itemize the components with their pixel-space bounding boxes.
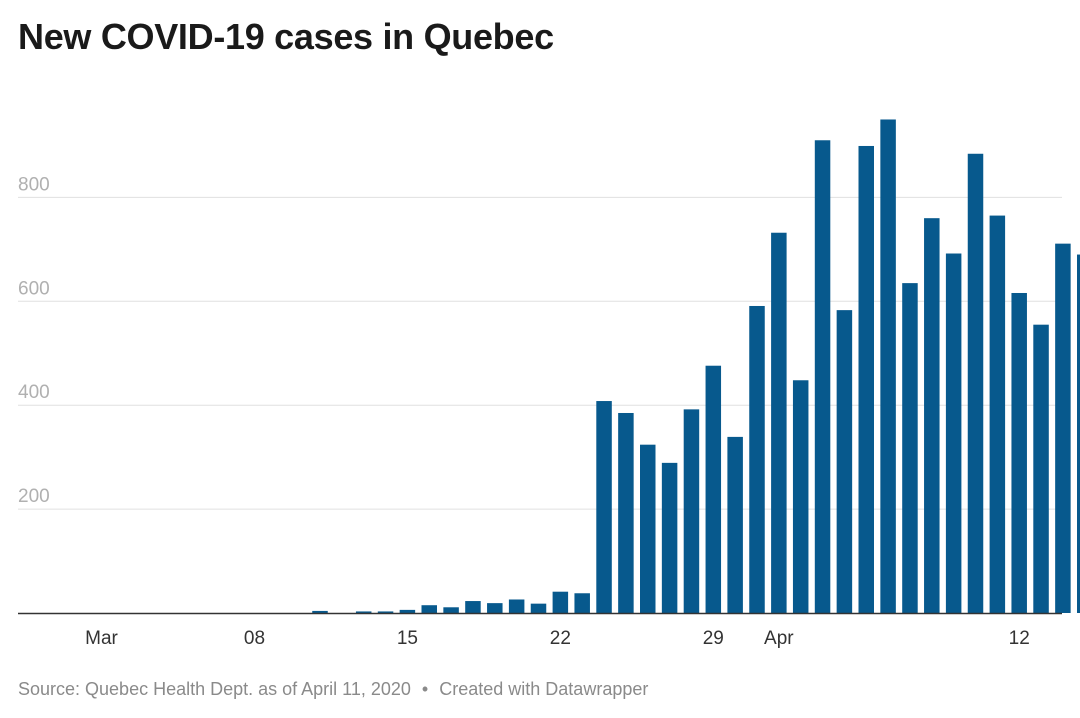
- bar-mar-23[interactable]: [574, 593, 590, 613]
- y-tick-label-200: 200: [18, 486, 50, 507]
- x-tick-label-15: 15: [397, 628, 418, 649]
- bar-apr-14[interactable]: [1055, 243, 1071, 613]
- bar-mar-14[interactable]: [377, 611, 394, 613]
- source-footer: Source: Quebec Health Dept. as of April …: [18, 679, 648, 700]
- bar-apr-7[interactable]: [902, 283, 918, 613]
- bar-mar-21[interactable]: [530, 603, 547, 613]
- bar-apr-2[interactable]: [792, 380, 809, 613]
- bar-mar-30[interactable]: [727, 436, 743, 613]
- bar-mar-20[interactable]: [508, 599, 525, 613]
- bar-apr-8[interactable]: [924, 218, 940, 613]
- bar-mar-17[interactable]: [443, 607, 459, 613]
- y-tick-label-400: 400: [18, 382, 50, 403]
- bar-apr-5[interactable]: [858, 145, 875, 613]
- x-tick-label-apr: Apr: [764, 628, 794, 649]
- bar-mar-28[interactable]: [683, 409, 700, 613]
- bar-apr-6[interactable]: [880, 119, 896, 613]
- bar-mar-31[interactable]: [749, 305, 765, 613]
- bar-mar-24[interactable]: [596, 401, 612, 613]
- bar-mar-15[interactable]: [399, 609, 416, 613]
- x-tick-label-12: 12: [1009, 628, 1030, 649]
- bar-mar-13[interactable]: [355, 611, 372, 613]
- bar-mar-29[interactable]: [705, 365, 722, 613]
- x-tick-label-22: 22: [550, 628, 571, 649]
- bars: [312, 119, 1080, 614]
- bar-mar-22[interactable]: [552, 591, 569, 613]
- bar-mar-16[interactable]: [421, 605, 438, 613]
- bar-mar-25[interactable]: [618, 412, 634, 613]
- x-tick-label-29: 29: [703, 628, 724, 649]
- bar-mar-11[interactable]: [312, 610, 328, 613]
- bar-apr-3[interactable]: [814, 140, 831, 613]
- bar-mar-18[interactable]: [465, 601, 481, 613]
- chart-title: New COVID-19 cases in Quebec: [18, 16, 554, 57]
- bar-apr-11[interactable]: [989, 215, 1006, 613]
- bar-apr-1[interactable]: [771, 232, 787, 614]
- y-axis-ticks: 200 400 600 800: [18, 174, 50, 507]
- bar-apr-9[interactable]: [945, 253, 962, 613]
- source-text: Source: Quebec Health Dept. as of April …: [18, 679, 411, 699]
- credit-link[interactable]: Created with Datawrapper: [439, 679, 649, 699]
- x-axis-ticks: Mar 08 15 22 29 Apr 12: [85, 628, 1030, 649]
- bar-apr-12[interactable]: [1011, 292, 1027, 613]
- bar-apr-10[interactable]: [967, 153, 984, 613]
- footer-separator: •: [421, 679, 429, 699]
- x-tick-label-mar: Mar: [85, 628, 118, 649]
- bar-mar-26[interactable]: [640, 444, 656, 613]
- bar-apr-15[interactable]: [1077, 254, 1080, 614]
- y-tick-label-600: 600: [18, 278, 50, 299]
- bar-apr-4[interactable]: [836, 310, 853, 613]
- bar-mar-19[interactable]: [487, 603, 503, 613]
- x-tick-label-08: 08: [244, 628, 265, 649]
- y-tick-label-800: 800: [18, 174, 50, 195]
- bar-mar-27[interactable]: [661, 462, 678, 613]
- bar-apr-13[interactable]: [1033, 324, 1049, 613]
